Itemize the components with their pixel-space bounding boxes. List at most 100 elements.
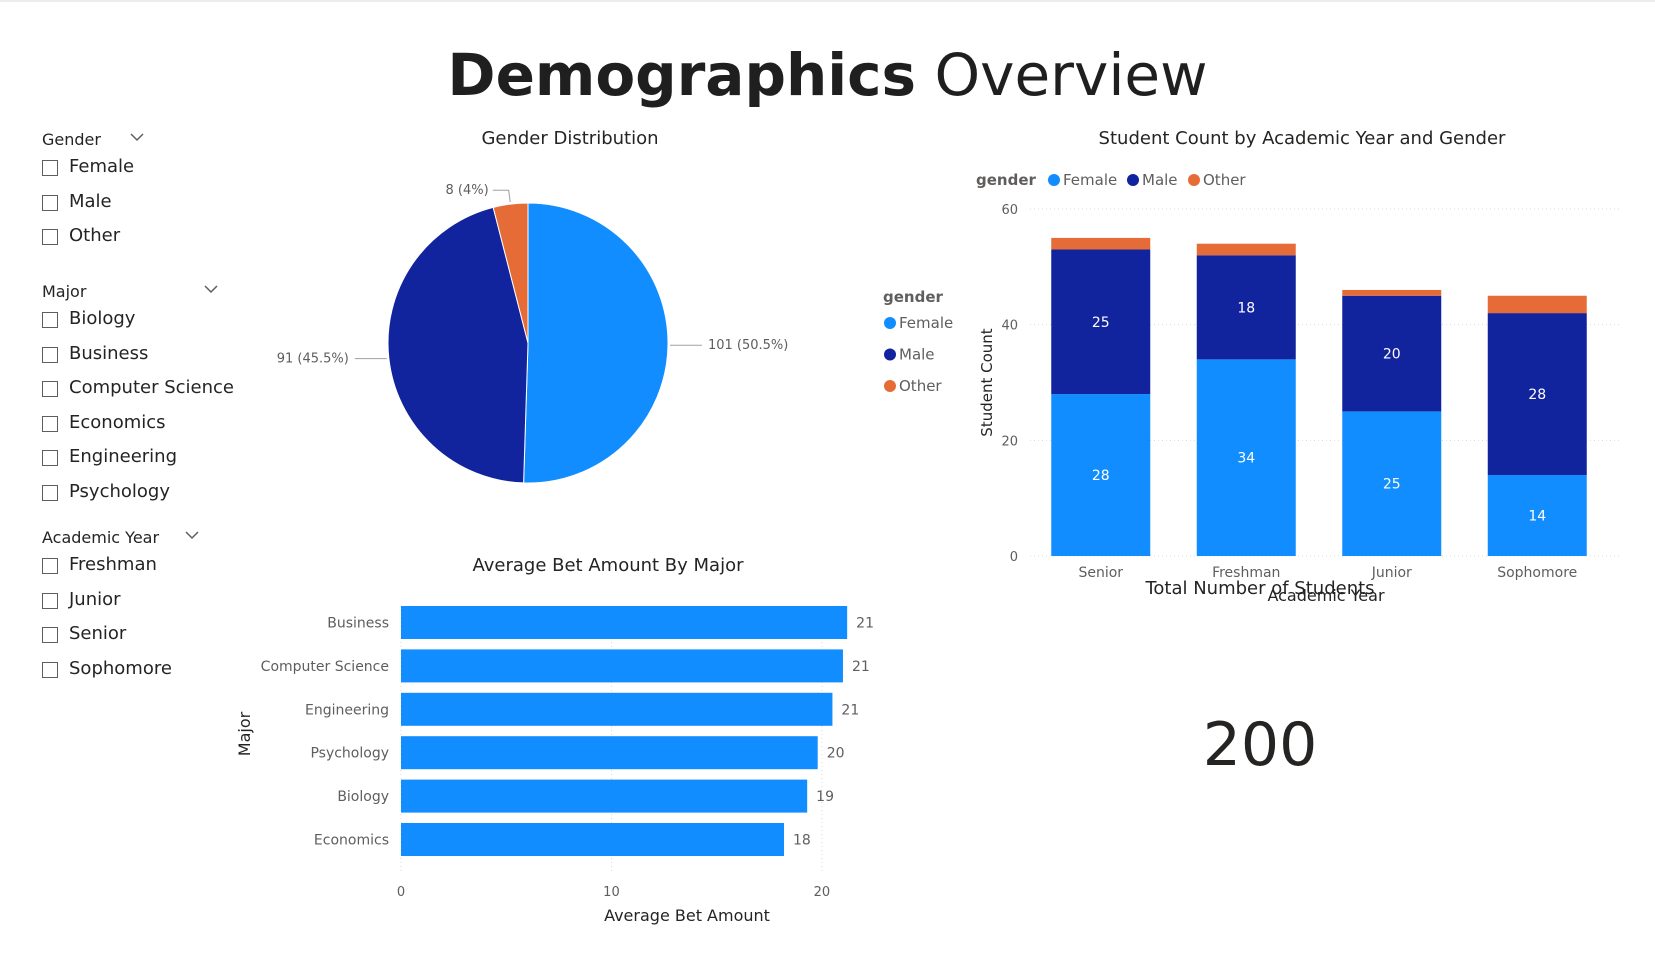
legend-label: Male	[1142, 171, 1178, 189]
slicer-option-label: Other	[69, 225, 121, 246]
legend-marker-female	[884, 317, 896, 329]
legend-marker-male	[884, 348, 896, 361]
y-tick-label: Biology	[337, 789, 389, 805]
bar-other-sophomore	[1487, 295, 1587, 314]
y-tick-label: Psychology	[310, 746, 389, 762]
checkbox[interactable]	[42, 229, 58, 245]
y-tick-label: 60	[1001, 203, 1018, 218]
x-tick-label: 20	[814, 885, 831, 900]
slicer-option-male[interactable]: Male	[40, 189, 240, 224]
y-axis-label: Student Count	[978, 328, 996, 436]
bar-male-junior	[1342, 295, 1442, 412]
x-tick-label: 0	[397, 885, 405, 900]
bar-male-senior	[1051, 249, 1151, 395]
bar-female-freshman	[1196, 359, 1296, 556]
checkbox[interactable]	[42, 160, 58, 176]
slicer-option-sophomore[interactable]: Sophomore	[40, 656, 240, 691]
chart-title: Gender Distribution	[481, 128, 658, 149]
slicer-option-label: Senior	[69, 623, 127, 644]
legend-title: gender	[883, 288, 944, 306]
bar-business	[401, 606, 848, 639]
y-tick-label: 0	[1010, 550, 1018, 565]
bar-data-label: 20	[1383, 347, 1401, 363]
bar-engineering	[401, 692, 833, 726]
bar-other-freshman	[1196, 243, 1296, 256]
y-tick-label: Engineering	[305, 702, 389, 718]
bar-biology	[401, 779, 808, 813]
bar-female-senior	[1051, 394, 1151, 556]
slicer-option-freshman[interactable]: Freshman	[40, 552, 240, 587]
y-tick-label: Business	[327, 616, 389, 632]
slicer-option-junior[interactable]: Junior	[40, 587, 240, 622]
bar-male-sophomore	[1487, 313, 1587, 476]
academic-year-slicer-header[interactable]: Academic Year	[40, 524, 240, 552]
chevron-down-icon[interactable]	[128, 128, 146, 146]
checkbox[interactable]	[42, 381, 58, 397]
pie-data-label: 101 (50.5%)	[708, 338, 788, 353]
checkbox[interactable]	[42, 558, 58, 574]
slicer-option-label: Business	[69, 342, 149, 364]
y-tick-label: Economics	[314, 833, 389, 849]
chart-title: Student Count by Academic Year and Gende…	[1099, 128, 1506, 149]
x-tick-label: 10	[603, 885, 620, 900]
slicer-option-label: Economics	[69, 411, 166, 433]
bar-male-freshman	[1196, 255, 1296, 360]
slicer-option-economics[interactable]: Economics	[40, 410, 240, 445]
slicer-option-biology[interactable]: Biology	[40, 306, 240, 341]
pie-slice-female	[523, 202, 669, 484]
checkbox[interactable]	[42, 484, 58, 501]
legend-marker-female	[1048, 174, 1060, 186]
bar-data-label: 21	[841, 702, 859, 718]
gender-options: Female Male Other	[40, 154, 240, 258]
checkbox[interactable]	[42, 592, 58, 609]
bar-data-label: 20	[827, 746, 845, 762]
checkbox[interactable]	[42, 450, 58, 466]
slicer-option-computer-science[interactable]: Computer Science	[40, 375, 240, 410]
slicer-option-label: Female	[69, 156, 135, 177]
pie-data-label: 8 (4%)	[446, 183, 489, 198]
slicer-option-psychology[interactable]: Psychology	[40, 479, 240, 514]
checkbox[interactable]	[42, 194, 58, 211]
bar-other-senior	[1051, 237, 1151, 250]
legend-label: Female	[899, 314, 953, 332]
slicer-option-label: Psychology	[69, 480, 170, 502]
gender-slicer-header[interactable]: Gender	[40, 126, 240, 154]
major-slicer-header[interactable]: Major	[40, 278, 240, 306]
bar-data-label: 21	[856, 616, 874, 632]
checkbox[interactable]	[42, 661, 58, 678]
slicer-option-label: Male	[69, 190, 112, 212]
page-title-bold: Demographics	[447, 41, 917, 109]
y-axis-label: Major	[235, 711, 254, 756]
bar-data-label: 25	[1383, 477, 1401, 493]
kpi-label: Total Number of Students	[1145, 578, 1375, 599]
major-slicer: Major Biology Business Computer Science Eco…	[40, 278, 240, 513]
bar-psychology	[401, 736, 818, 770]
legend-label: Female	[1063, 171, 1117, 189]
academic-year-options: Freshman Junior Senior Sophomore	[40, 552, 240, 690]
slicer-option-female[interactable]: Female	[40, 154, 240, 189]
academic-year-slicer: Academic Year Freshman Junior Senior Sophom…	[40, 524, 240, 690]
slicer-option-senior[interactable]: Senior	[40, 621, 240, 656]
academic-year-slicer-title: Academic Year	[42, 528, 160, 547]
legend-marker-other	[884, 380, 896, 392]
legend-title: gender	[976, 171, 1037, 189]
checkbox[interactable]	[42, 346, 58, 363]
checkbox[interactable]	[42, 415, 58, 432]
slicer-option-label: Junior	[69, 588, 121, 610]
slicer-option-label: Computer Science	[69, 377, 234, 398]
legend-marker-male	[1127, 174, 1139, 186]
pie-slice-other	[492, 202, 529, 344]
slicer-option-business[interactable]: Business	[40, 341, 240, 376]
chevron-down-icon[interactable]	[202, 280, 220, 298]
slicer-option-other[interactable]: Other	[40, 223, 240, 258]
slicer-option-label: Biology	[69, 308, 136, 329]
bar-data-label: 28	[1528, 387, 1546, 403]
slicer-option-engineering[interactable]: Engineering	[40, 444, 240, 479]
bar-data-label: 28	[1092, 468, 1110, 484]
slicer-option-label: Sophomore	[69, 657, 172, 679]
checkbox[interactable]	[42, 627, 58, 643]
bar-data-label: 14	[1528, 509, 1546, 525]
checkbox[interactable]	[42, 312, 58, 328]
pie-slice-male	[387, 206, 529, 484]
chevron-down-icon[interactable]	[183, 526, 201, 544]
